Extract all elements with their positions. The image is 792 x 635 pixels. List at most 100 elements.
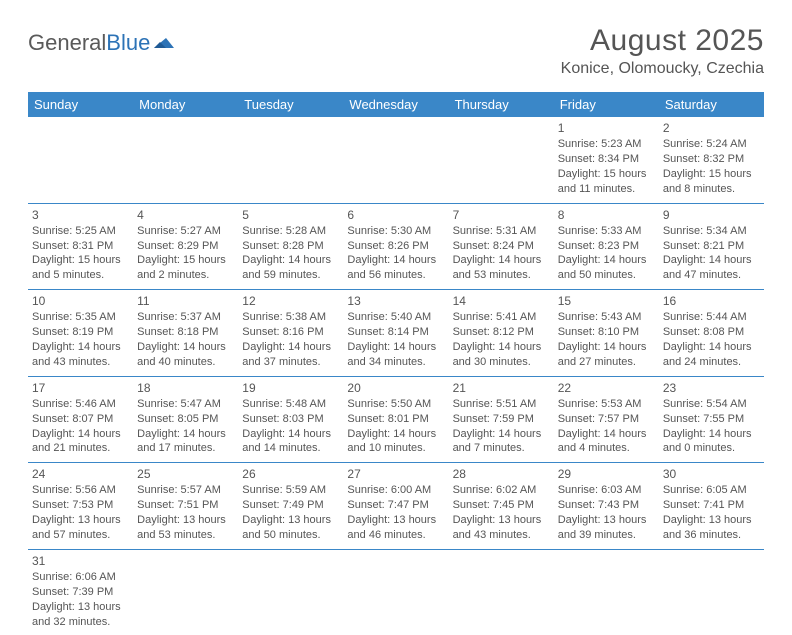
day-details: Sunrise: 5:50 AMSunset: 8:01 PMDaylight:… [347, 397, 444, 456]
day-number: 5 [242, 207, 339, 223]
calendar-row: 10Sunrise: 5:35 AMSunset: 8:19 PMDayligh… [28, 290, 764, 377]
day-line: Sunset: 7:49 PM [242, 498, 339, 513]
day-line: Daylight: 13 hours [32, 600, 129, 615]
day-details: Sunrise: 5:43 AMSunset: 8:10 PMDaylight:… [558, 310, 655, 369]
day-line: Sunrise: 5:40 AM [347, 310, 444, 325]
day-line: Sunset: 8:08 PM [663, 325, 760, 340]
day-line: and 57 minutes. [32, 528, 129, 543]
calendar-cell: 12Sunrise: 5:38 AMSunset: 8:16 PMDayligh… [238, 290, 343, 377]
day-line: and 21 minutes. [32, 441, 129, 456]
day-line: Sunrise: 5:47 AM [137, 397, 234, 412]
day-number: 2 [663, 120, 760, 136]
day-line: and 2 minutes. [137, 268, 234, 283]
calendar-cell: 29Sunrise: 6:03 AMSunset: 7:43 PMDayligh… [554, 463, 659, 550]
day-details: Sunrise: 5:30 AMSunset: 8:26 PMDaylight:… [347, 224, 444, 283]
day-number: 28 [453, 466, 550, 482]
day-line: and 46 minutes. [347, 528, 444, 543]
day-details: Sunrise: 5:23 AMSunset: 8:34 PMDaylight:… [558, 137, 655, 196]
day-header: Friday [554, 92, 659, 117]
day-line: and 27 minutes. [558, 355, 655, 370]
day-line: and 7 minutes. [453, 441, 550, 456]
day-line: Sunset: 7:43 PM [558, 498, 655, 513]
day-line: Sunset: 7:47 PM [347, 498, 444, 513]
day-line: Daylight: 14 hours [453, 427, 550, 442]
day-line: and 36 minutes. [663, 528, 760, 543]
day-line: Sunset: 8:29 PM [137, 239, 234, 254]
day-line: Daylight: 13 hours [347, 513, 444, 528]
calendar-cell-empty [449, 549, 554, 635]
calendar-cell-empty [659, 549, 764, 635]
day-details: Sunrise: 5:27 AMSunset: 8:29 PMDaylight:… [137, 224, 234, 283]
calendar-cell-empty [343, 549, 448, 635]
calendar-row: 3Sunrise: 5:25 AMSunset: 8:31 PMDaylight… [28, 203, 764, 290]
day-number: 19 [242, 380, 339, 396]
day-line: Daylight: 14 hours [558, 253, 655, 268]
page-subtitle: Konice, Olomoucky, Czechia [561, 60, 764, 78]
calendar-cell: 4Sunrise: 5:27 AMSunset: 8:29 PMDaylight… [133, 203, 238, 290]
day-line: Daylight: 14 hours [32, 340, 129, 355]
day-line: Sunrise: 5:44 AM [663, 310, 760, 325]
day-details: Sunrise: 5:44 AMSunset: 8:08 PMDaylight:… [663, 310, 760, 369]
day-details: Sunrise: 6:06 AMSunset: 7:39 PMDaylight:… [32, 570, 129, 629]
day-line: Sunrise: 5:31 AM [453, 224, 550, 239]
day-number: 23 [663, 380, 760, 396]
calendar-cell-empty [449, 117, 554, 203]
calendar-cell-empty [343, 117, 448, 203]
day-line: and 47 minutes. [663, 268, 760, 283]
calendar-body: 1Sunrise: 5:23 AMSunset: 8:34 PMDaylight… [28, 117, 764, 635]
day-line: and 10 minutes. [347, 441, 444, 456]
day-line: Sunrise: 5:43 AM [558, 310, 655, 325]
day-line: Sunrise: 6:05 AM [663, 483, 760, 498]
day-line: Sunrise: 5:34 AM [663, 224, 760, 239]
day-line: Sunrise: 5:33 AM [558, 224, 655, 239]
day-line: Sunrise: 5:53 AM [558, 397, 655, 412]
day-number: 11 [137, 293, 234, 309]
day-number: 27 [347, 466, 444, 482]
day-line: and 0 minutes. [663, 441, 760, 456]
calendar-cell: 23Sunrise: 5:54 AMSunset: 7:55 PMDayligh… [659, 376, 764, 463]
day-line: Sunrise: 5:35 AM [32, 310, 129, 325]
day-line: Daylight: 14 hours [137, 340, 234, 355]
day-line: Sunset: 8:23 PM [558, 239, 655, 254]
calendar-cell: 7Sunrise: 5:31 AMSunset: 8:24 PMDaylight… [449, 203, 554, 290]
day-line: Sunrise: 5:37 AM [137, 310, 234, 325]
day-line: and 34 minutes. [347, 355, 444, 370]
day-number: 16 [663, 293, 760, 309]
day-number: 17 [32, 380, 129, 396]
calendar-cell: 18Sunrise: 5:47 AMSunset: 8:05 PMDayligh… [133, 376, 238, 463]
day-line: Sunrise: 5:48 AM [242, 397, 339, 412]
day-number: 7 [453, 207, 550, 223]
day-line: Daylight: 14 hours [453, 253, 550, 268]
day-line: Sunset: 8:12 PM [453, 325, 550, 340]
day-details: Sunrise: 5:37 AMSunset: 8:18 PMDaylight:… [137, 310, 234, 369]
calendar-cell-empty [554, 549, 659, 635]
day-line: Sunset: 8:31 PM [32, 239, 129, 254]
page: GeneralBlue August 2025 Konice, Olomouck… [0, 0, 792, 635]
day-line: and 8 minutes. [663, 182, 760, 197]
day-line: Sunrise: 5:54 AM [663, 397, 760, 412]
day-line: and 40 minutes. [137, 355, 234, 370]
day-number: 21 [453, 380, 550, 396]
day-line: Sunrise: 5:46 AM [32, 397, 129, 412]
calendar-cell: 14Sunrise: 5:41 AMSunset: 8:12 PMDayligh… [449, 290, 554, 377]
day-line: Sunset: 8:07 PM [32, 412, 129, 427]
day-line: Daylight: 14 hours [347, 427, 444, 442]
day-line: Sunrise: 5:28 AM [242, 224, 339, 239]
calendar-cell: 15Sunrise: 5:43 AMSunset: 8:10 PMDayligh… [554, 290, 659, 377]
day-line: Sunset: 8:34 PM [558, 152, 655, 167]
title-block: August 2025 Konice, Olomoucky, Czechia [561, 24, 764, 78]
calendar-cell: 6Sunrise: 5:30 AMSunset: 8:26 PMDaylight… [343, 203, 448, 290]
day-number: 26 [242, 466, 339, 482]
calendar-cell: 19Sunrise: 5:48 AMSunset: 8:03 PMDayligh… [238, 376, 343, 463]
day-line: and 37 minutes. [242, 355, 339, 370]
logo-text-2: Blue [106, 30, 150, 56]
day-line: and 30 minutes. [453, 355, 550, 370]
calendar-row: 31Sunrise: 6:06 AMSunset: 7:39 PMDayligh… [28, 549, 764, 635]
header: GeneralBlue August 2025 Konice, Olomouck… [28, 24, 764, 78]
calendar-table: SundayMondayTuesdayWednesdayThursdayFrid… [28, 92, 764, 635]
calendar-cell: 24Sunrise: 5:56 AMSunset: 7:53 PMDayligh… [28, 463, 133, 550]
day-line: and 4 minutes. [558, 441, 655, 456]
day-line: Sunset: 7:57 PM [558, 412, 655, 427]
day-line: Sunset: 8:21 PM [663, 239, 760, 254]
day-line: and 14 minutes. [242, 441, 339, 456]
